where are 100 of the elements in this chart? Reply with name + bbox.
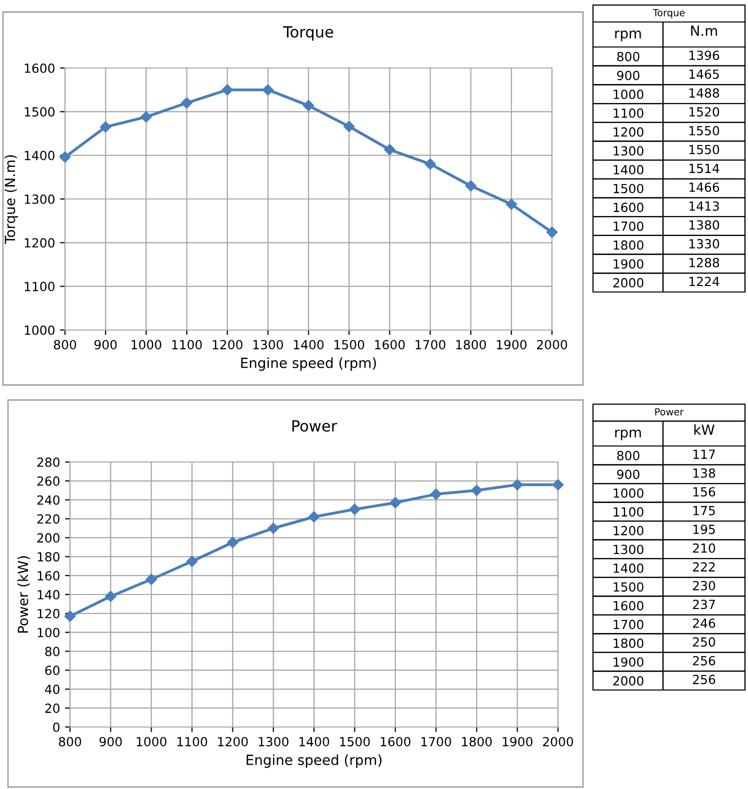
x-tick-label: 1200	[218, 736, 248, 746]
data-label: 1380	[689, 220, 720, 230]
point	[222, 84, 233, 96]
x-tick-label: 1200	[212, 340, 242, 350]
y-tick-label: 180	[38, 552, 60, 562]
data-label: 1224	[689, 276, 720, 286]
data-label: 1330	[689, 239, 720, 249]
y-tick-label: 100	[38, 628, 60, 638]
chart-title: Power	[655, 408, 684, 416]
point	[384, 144, 396, 156]
y-axis-title: rpm	[615, 430, 641, 440]
data-label: 138	[693, 468, 716, 478]
y-tick-label: 1800	[614, 240, 644, 250]
x-tick-label: 900	[100, 736, 122, 746]
data-label: 1488	[689, 88, 720, 98]
x-tick-label: 1600	[375, 340, 405, 350]
data-label: 246	[692, 618, 716, 628]
x-tick-label: N.m	[691, 26, 717, 36]
y-tick-label: 1000	[614, 488, 644, 498]
point	[105, 590, 116, 602]
point	[471, 484, 482, 496]
y-tick-label: 1600	[24, 63, 54, 73]
data-label: 1396	[689, 50, 720, 60]
x-tick-label: 1000	[136, 736, 166, 746]
x-tick-label: 1300	[258, 736, 288, 746]
data-label: 1520	[689, 107, 720, 117]
y-tick-label: 2000	[613, 676, 644, 686]
data-label: 230	[692, 580, 716, 590]
y-tick-label: 1700	[614, 222, 644, 231]
point	[430, 488, 442, 500]
y-tick-label: 80	[45, 646, 60, 656]
point	[552, 479, 564, 490]
point	[186, 556, 198, 567]
y-tick-label: 900	[617, 70, 640, 80]
x-tick-label: 1500	[334, 340, 364, 350]
data-label: 210	[692, 543, 716, 553]
x-tick-label: 1900	[502, 736, 532, 746]
x-tick-label: 1400	[294, 340, 324, 350]
x-tick-label: kW	[694, 424, 714, 435]
y-tick-label: 1200	[614, 526, 644, 536]
y-tick-label: 120	[38, 608, 60, 618]
y-tick-label: 1900	[614, 259, 644, 269]
data-label: 237	[692, 600, 715, 610]
chart-title: Torque	[283, 26, 334, 41]
y-tick-label: 160	[38, 571, 60, 580]
x-tick-label: 1700	[416, 340, 446, 350]
data-label: 156	[693, 487, 716, 497]
point	[546, 226, 558, 238]
y-tick-label: 1300	[24, 194, 54, 204]
y-tick-label: 40	[44, 684, 60, 694]
x-tick-label: 1600	[380, 736, 410, 746]
y-tick-label: 140	[38, 590, 60, 600]
y-tick-label: 1000	[24, 325, 54, 335]
y-tick-label: 1400	[24, 150, 54, 160]
y-tick-label: 1100	[614, 108, 644, 118]
y-tick-label: 800	[617, 52, 640, 62]
x-tick-label: 1700	[421, 736, 452, 746]
y-tick-label: 1500	[24, 107, 54, 117]
x-tick-label: 1100	[172, 340, 202, 350]
y-axis-title: rpm	[615, 30, 641, 42]
data-label: 256	[692, 674, 716, 684]
data-label: 117	[693, 450, 715, 459]
x-tick-label: 2000	[537, 340, 568, 350]
chart-title: Torque	[652, 9, 685, 18]
data-label: 1288	[689, 258, 720, 268]
data-label: 1550	[689, 144, 720, 154]
x-tick-label: 900	[94, 340, 117, 350]
y-tick-label: 1700	[614, 620, 644, 630]
y-tick-label: 60	[45, 666, 60, 676]
point	[227, 536, 238, 548]
y-tick-label: 1500	[614, 582, 644, 592]
point	[390, 497, 401, 508]
y-axis-title: Power (kW)	[17, 556, 30, 633]
point	[262, 84, 274, 96]
y-tick-label: 200	[37, 533, 60, 543]
y-tick-label: 1600	[614, 601, 644, 610]
point	[146, 574, 157, 585]
point	[308, 511, 320, 522]
point	[140, 111, 152, 123]
y-tick-label: 1800	[614, 638, 644, 648]
point	[302, 100, 314, 112]
point	[512, 479, 523, 490]
y-tick-label: 1200	[24, 238, 54, 248]
y-axis-title: Torque (N.m)	[4, 155, 18, 244]
y-tick-label: 2000	[613, 278, 644, 288]
x-tick-label: 800	[58, 736, 82, 746]
y-tick-label: 900	[617, 470, 640, 480]
point	[64, 610, 76, 622]
point	[268, 522, 279, 534]
data-label: 1413	[689, 201, 719, 211]
y-tick-label: 800	[617, 450, 640, 460]
data-label: 1465	[689, 69, 719, 79]
y-tick-label: 1300	[614, 544, 644, 554]
x-tick-label: 1900	[496, 340, 526, 350]
data-label: 175	[693, 506, 715, 516]
point	[506, 198, 518, 210]
y-tick-label: 1400	[614, 164, 644, 174]
point	[343, 120, 355, 132]
y-tick-label: 220	[37, 514, 60, 524]
x-tick-label: 1300	[253, 340, 283, 350]
